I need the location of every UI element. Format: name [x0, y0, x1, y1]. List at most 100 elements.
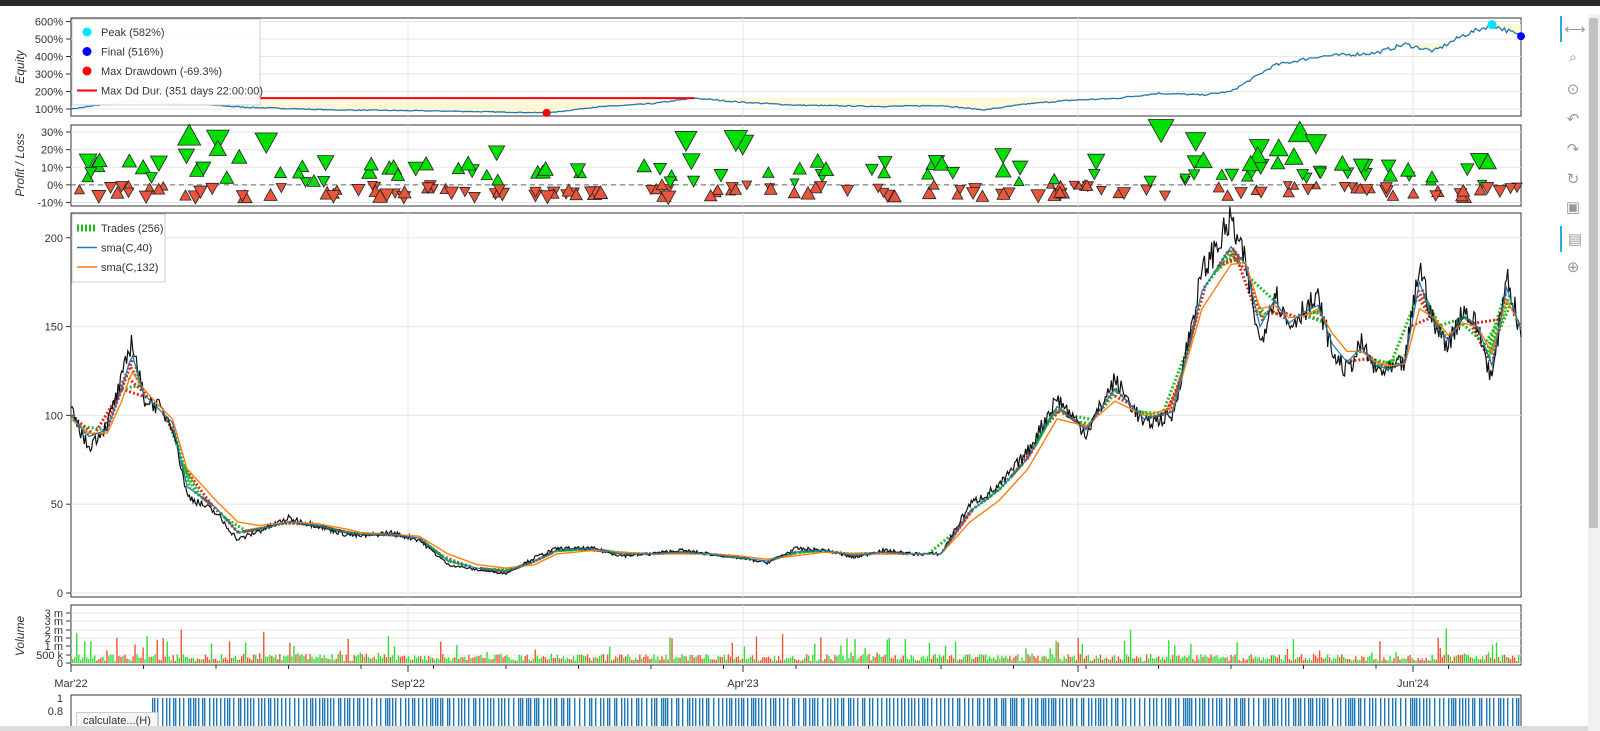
volume-bar [659, 660, 661, 663]
strip-bar [513, 698, 515, 731]
strip-bar [1512, 698, 1514, 731]
pl-trade-marker [1215, 168, 1229, 180]
volume-bar [1125, 654, 1128, 663]
volume-bar [1031, 653, 1033, 663]
trade-segment [1071, 417, 1089, 429]
volume-bar [1282, 660, 1285, 663]
volume-bar [1105, 657, 1108, 663]
strip-bar [238, 698, 240, 731]
volume-bar [1029, 656, 1031, 663]
volume-bar [218, 660, 221, 663]
reset-icon[interactable]: ↻ [1566, 171, 1580, 188]
volume-bar [1139, 657, 1142, 663]
volume-bar [1025, 648, 1027, 663]
volume-bar [1005, 655, 1007, 663]
strip-bar [699, 698, 701, 731]
price-legend-entry-2: sma(C,132) [101, 262, 158, 274]
strip-bar [814, 698, 816, 731]
price-ytick-label-0: 0 [57, 588, 63, 600]
volume-bar [673, 658, 675, 663]
strip-bar [412, 698, 414, 731]
volume-ytick-label-4: 2 m [45, 625, 63, 637]
volume-ytick-label-1: 500 k [36, 650, 63, 662]
volume-bar [1101, 659, 1104, 663]
pl-trade-marker [78, 153, 98, 171]
pl-trade-marker [1270, 155, 1286, 170]
pl-trade-marker [1248, 146, 1268, 164]
volume-bar [1349, 659, 1351, 663]
hover-icon[interactable]: ▤ [1560, 226, 1588, 252]
pl-trade-marker [1314, 167, 1328, 180]
zoom-icon[interactable]: ⌕ [1568, 48, 1578, 66]
scrollbar-thumb[interactable] [1589, 18, 1598, 528]
horizontal-scrollbar[interactable] [0, 726, 1588, 731]
volume-bar [166, 641, 168, 663]
volume-bar [691, 654, 693, 663]
volume-bar [594, 657, 597, 663]
volume-bar [1224, 657, 1226, 663]
volume-bar [582, 655, 585, 663]
volume-bar [1260, 660, 1262, 663]
volume-bar [562, 656, 565, 663]
redo-icon[interactable]: ↷ [1566, 141, 1580, 158]
volume-bar [253, 654, 255, 663]
strip-bar [1111, 698, 1113, 731]
strip-bar [385, 698, 387, 731]
strip-bar [872, 698, 874, 731]
volume-bar [643, 656, 645, 663]
save-icon[interactable]: ▣ [1565, 199, 1581, 216]
volume-bar [1135, 656, 1138, 663]
vertical-scrollbar[interactable] [1588, 14, 1600, 731]
pl-trade-marker [263, 187, 278, 201]
strip-bar [1503, 698, 1505, 731]
strip-bar [1395, 698, 1397, 731]
pl-trade-marker [711, 183, 724, 195]
window-top-bar [0, 0, 1600, 6]
strip-bar [848, 698, 850, 731]
box-zoom-icon[interactable]: ⊙ [1566, 81, 1580, 98]
volume-bar [1395, 651, 1397, 663]
price-ytick-label-4: 200 [45, 233, 63, 245]
pl-trade-marker [325, 190, 341, 204]
strip-bar [437, 698, 439, 731]
volume-bar [725, 659, 728, 663]
trade-segment [1227, 249, 1249, 274]
volume-bar [1371, 652, 1373, 663]
strip-bar [857, 698, 859, 731]
chart-toolbar: ⟷ ⌕ ⊙ ↶ ↷ ↻ ▣ ▤ ⊕ [1560, 14, 1586, 294]
pl-trade-marker [877, 187, 890, 199]
volume-bar [1079, 654, 1081, 663]
strip-bar [624, 698, 626, 731]
volume-bar [96, 660, 98, 663]
trade-strip-bars [152, 698, 1520, 731]
crosshair-icon[interactable]: ⊕ [1566, 259, 1580, 276]
pl-trade-marker [1013, 175, 1025, 186]
volume-bar [1272, 654, 1275, 663]
volume-bar [190, 658, 193, 663]
pl-trade-marker [421, 182, 435, 195]
strip-bar [1410, 698, 1412, 731]
volume-bar [783, 659, 786, 663]
volume-bar [966, 654, 969, 663]
pl-trade-marker [121, 153, 138, 168]
volume-bar [578, 654, 581, 663]
pan-icon[interactable]: ⟷ [1560, 16, 1588, 42]
undo-icon[interactable]: ↶ [1566, 111, 1580, 128]
pl-trade-marker [444, 186, 460, 201]
trade-segment [127, 362, 150, 400]
volume-bar [1258, 657, 1260, 663]
strip-bar [453, 698, 455, 731]
volume-bar [1158, 656, 1160, 663]
strip-bar [729, 698, 731, 731]
pl-trade-marker [539, 190, 556, 205]
pl-trade-marker [1116, 187, 1132, 200]
pl-trade-marker [652, 162, 668, 176]
volume-bar [560, 658, 563, 663]
volume-bar [991, 658, 993, 663]
pl-trade-marker [887, 189, 902, 203]
pl-trade-marker [316, 155, 335, 172]
volume-bar [946, 659, 949, 663]
volume-bar [1210, 654, 1212, 663]
strip-bar [536, 698, 538, 731]
